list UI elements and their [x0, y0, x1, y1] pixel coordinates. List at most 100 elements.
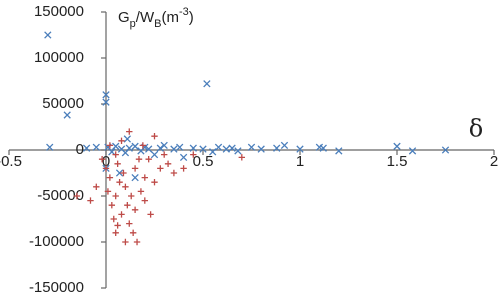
x-tick-label: -0.5	[0, 153, 22, 170]
point	[151, 179, 158, 186]
point	[131, 142, 139, 150]
point	[257, 145, 265, 153]
point	[129, 229, 137, 236]
y-axis-label-part: B	[154, 18, 161, 30]
point	[102, 98, 110, 106]
point	[44, 31, 52, 39]
y-tick-label: -50000	[37, 187, 84, 204]
point	[135, 156, 143, 163]
point	[170, 145, 178, 153]
point	[222, 145, 230, 153]
point	[98, 156, 106, 163]
point	[73, 192, 81, 200]
point	[112, 142, 120, 150]
point	[114, 222, 121, 229]
point	[122, 183, 129, 190]
point	[145, 145, 153, 153]
x-tick-label: 1.5	[387, 153, 408, 170]
point	[199, 145, 207, 153]
point	[110, 215, 117, 223]
x-tick-label: 2	[490, 153, 498, 170]
y-axis-label-part: p	[130, 18, 136, 30]
point	[137, 188, 145, 195]
point	[126, 220, 133, 227]
y-axis-label-part: -3	[179, 6, 189, 18]
point	[115, 169, 124, 177]
point	[393, 142, 401, 150]
point	[189, 144, 197, 152]
point	[335, 147, 343, 155]
y-tick-label: 100000	[34, 49, 84, 66]
point	[190, 151, 197, 158]
point	[228, 144, 236, 152]
point	[125, 144, 133, 152]
point	[156, 144, 164, 152]
point	[161, 151, 168, 158]
point	[93, 183, 100, 190]
point	[82, 144, 91, 152]
point	[319, 144, 327, 152]
point	[131, 165, 139, 172]
y-axis-label-part: (m	[161, 9, 179, 26]
point	[238, 154, 245, 161]
point	[118, 211, 125, 218]
point	[104, 188, 112, 195]
point	[214, 143, 223, 151]
point	[131, 173, 139, 182]
point	[118, 137, 125, 144]
point	[46, 143, 54, 151]
point	[441, 146, 450, 154]
point	[164, 160, 172, 167]
point	[247, 143, 256, 151]
y-axis-label: Gp/WB(m-3)	[118, 6, 194, 30]
y-tick-label: 0	[76, 141, 84, 158]
x-axis-label: δ	[469, 115, 483, 143]
point	[108, 202, 116, 209]
point	[114, 160, 121, 167]
point	[106, 174, 114, 181]
point	[126, 128, 133, 135]
point	[106, 142, 114, 149]
x-tick-label: 0	[102, 153, 110, 170]
point	[112, 151, 119, 158]
point	[151, 133, 158, 140]
y-axis-label-part: /W	[136, 9, 155, 26]
point	[128, 192, 135, 200]
point	[209, 148, 217, 156]
point	[123, 135, 131, 143]
y-tick-label: 150000	[34, 3, 84, 20]
x-tick-label: 1	[296, 153, 304, 170]
point	[157, 165, 164, 172]
point	[63, 111, 71, 119]
point	[112, 192, 119, 200]
point	[141, 174, 148, 181]
point	[296, 145, 304, 153]
point	[92, 143, 100, 151]
point	[179, 153, 188, 162]
y-tick-label: -100000	[29, 233, 84, 250]
point	[160, 141, 168, 150]
point	[124, 202, 131, 209]
y-axis-label-part: G	[118, 9, 130, 26]
point	[234, 147, 242, 155]
point	[122, 238, 129, 246]
y-axis-label-part: )	[189, 9, 194, 26]
point	[150, 150, 159, 159]
point	[133, 238, 141, 246]
point	[87, 197, 94, 204]
point	[170, 169, 178, 177]
point	[145, 156, 152, 163]
point	[112, 229, 119, 236]
point	[408, 147, 417, 155]
y-tick-label: 50000	[42, 95, 84, 112]
point	[120, 169, 127, 177]
point	[141, 197, 148, 204]
point	[180, 165, 187, 172]
point	[102, 165, 110, 172]
point	[176, 143, 184, 151]
point	[273, 144, 281, 152]
point	[147, 211, 154, 218]
point	[280, 141, 289, 150]
point	[102, 91, 110, 99]
